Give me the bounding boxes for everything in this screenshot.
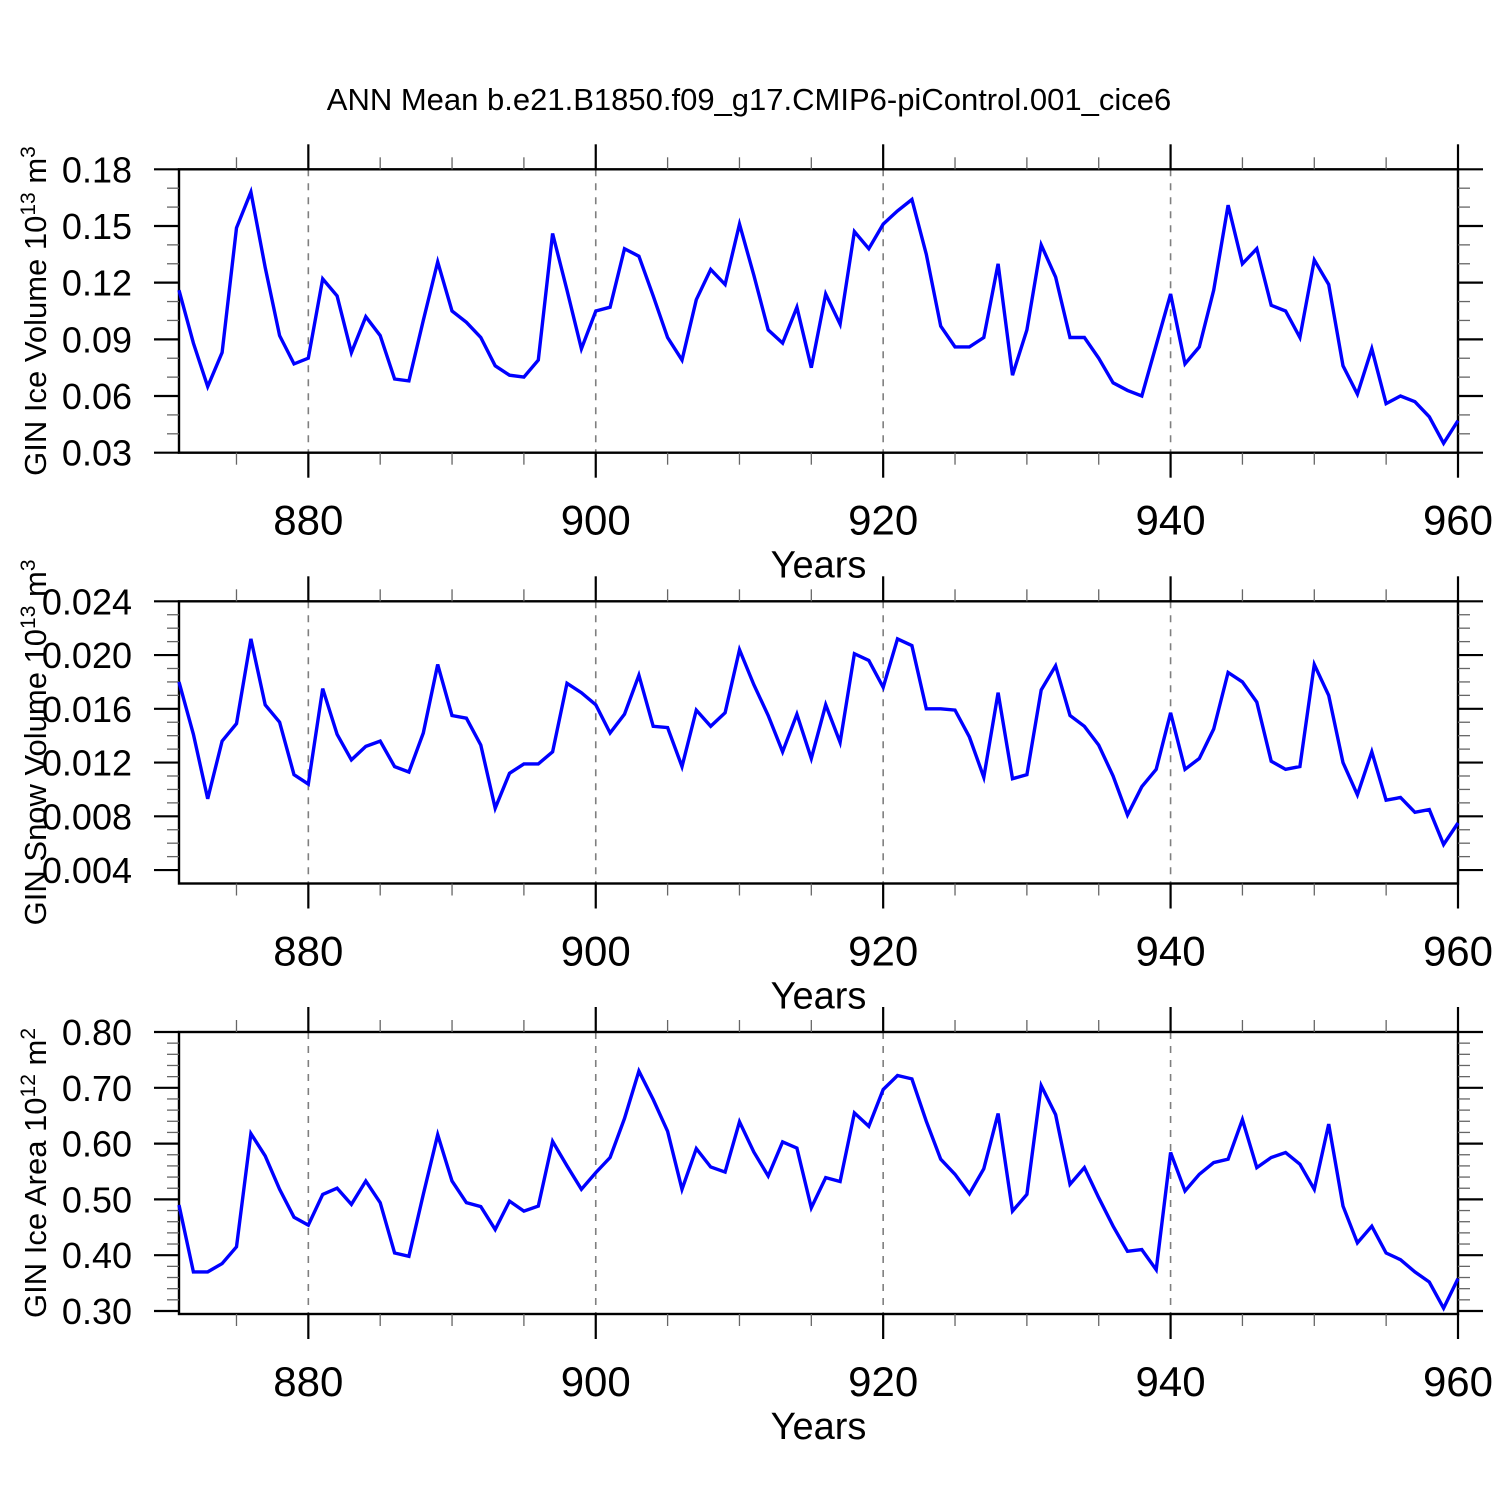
y-tick-label: 0.03 [62,433,132,474]
y-tick-label: 0.024 [42,581,132,622]
panel-gin-ice-area: 0.30 0.40 0.50 0.60 0.70 0.80 880 900 920 940 960 Y… [17,1007,1493,1448]
panel-gin-snow-volume: 0.004 0.008 0.012 0.016 0.020 0.024 880 900 920 9… [17,559,1493,1017]
y-tick-label: 0.012 [42,743,132,784]
y-tick-label: 0.09 [62,319,132,360]
x-tick-label: 940 [1136,497,1206,544]
y-tick-label: 0.008 [42,796,132,837]
x-tick-label: 920 [848,497,918,544]
y-tick-label: 0.020 [42,635,132,676]
x-tick-label: 960 [1423,1358,1493,1405]
gin-ice-volume-series-line [177,185,1460,447]
x-tick-label: 920 [848,928,918,975]
y-axis-title: GIN Snow Volume 1013 m3 [17,559,53,925]
x-tick-label: 920 [848,1358,918,1405]
gin-snow-volume-series-line [177,636,1460,849]
x-tick-label: 900 [561,497,631,544]
gin-ice-area-series-line [177,1066,1460,1312]
x-tick-label: 960 [1423,928,1493,975]
y-tick-label: 0.016 [42,689,132,730]
panel-gin-ice-volume: 0.03 0.06 0.09 0.12 0.15 0.18 880 900 920 940 960 Y… [17,144,1493,587]
x-tick-label: 880 [273,1358,343,1405]
x-tick-label: 880 [273,928,343,975]
x-tick-label: 960 [1423,497,1493,544]
y-tick-label: 0.15 [62,206,132,247]
y-tick-label: 0.40 [62,1235,132,1276]
y-tick-label: 0.12 [62,263,132,304]
x-axis-title: Years [771,545,867,587]
axis-frame [177,600,1460,885]
x-tick-label: 900 [561,928,631,975]
x-tick-label: 940 [1136,1358,1206,1405]
y-tick-label: 0.50 [62,1179,132,1220]
y-tick-label: 0.30 [62,1291,132,1332]
y-axis-title: GIN Ice Volume 1013 m3 [17,146,53,476]
y-tick-label: 0.60 [62,1124,132,1165]
x-axis-title: Years [771,976,867,1018]
x-axis-title: Years [771,1406,867,1448]
y-tick-label: 0.004 [42,850,132,891]
y-tick-label: 0.70 [62,1068,132,1109]
y-tick-label: 0.80 [62,1012,132,1053]
x-tick-label: 900 [561,1358,631,1405]
x-tick-label: 940 [1136,928,1206,975]
x-tick-label: 880 [273,497,343,544]
axis-frame [177,1030,1460,1316]
y-tick-label: 0.18 [62,149,132,190]
y-axis-title: GIN Ice Area 1012 m2 [17,1028,53,1318]
y-tick-label: 0.06 [62,376,132,417]
axis-frame [177,168,1460,454]
page-title: ANN Mean b.e21.B1850.f09_g17.CMIP6-piCon… [327,82,1171,117]
